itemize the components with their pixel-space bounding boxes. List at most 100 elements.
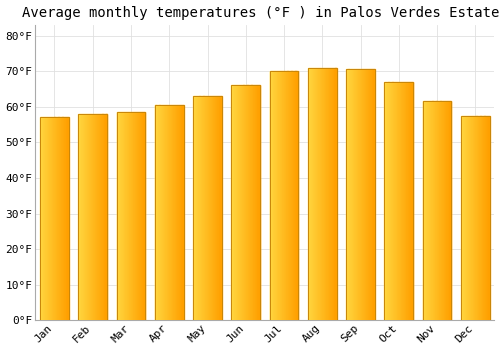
Bar bbox=[82, 114, 83, 320]
Bar bbox=[237, 85, 238, 320]
Bar bbox=[87, 114, 88, 320]
Bar bbox=[166, 105, 167, 320]
Bar bbox=[238, 85, 239, 320]
Bar bbox=[323, 68, 324, 320]
Bar bbox=[240, 85, 241, 320]
Bar bbox=[67, 117, 68, 320]
Bar bbox=[357, 69, 358, 320]
Bar bbox=[156, 105, 157, 320]
Bar bbox=[180, 105, 181, 320]
Bar bbox=[254, 85, 255, 320]
Bar bbox=[445, 102, 446, 320]
Bar bbox=[334, 68, 335, 320]
Bar bbox=[461, 116, 490, 320]
Bar bbox=[178, 105, 179, 320]
Bar bbox=[140, 112, 141, 320]
Bar bbox=[275, 71, 276, 320]
Bar bbox=[394, 82, 395, 320]
Bar bbox=[286, 71, 287, 320]
Bar bbox=[63, 117, 64, 320]
Bar bbox=[444, 102, 445, 320]
Bar bbox=[140, 112, 141, 320]
Bar bbox=[102, 114, 103, 320]
Bar bbox=[163, 105, 164, 320]
Bar bbox=[369, 69, 370, 320]
Bar bbox=[255, 85, 256, 320]
Bar bbox=[295, 71, 296, 320]
Bar bbox=[86, 114, 87, 320]
Bar bbox=[214, 96, 215, 320]
Bar bbox=[400, 82, 401, 320]
Bar bbox=[450, 102, 451, 320]
Bar bbox=[194, 96, 195, 320]
Bar bbox=[44, 117, 46, 320]
Bar bbox=[318, 68, 319, 320]
Bar bbox=[96, 114, 98, 320]
Bar bbox=[199, 96, 200, 320]
Bar bbox=[162, 105, 163, 320]
Bar bbox=[128, 112, 130, 320]
Bar bbox=[481, 116, 482, 320]
Bar bbox=[48, 117, 49, 320]
Bar bbox=[485, 116, 486, 320]
Bar bbox=[51, 117, 52, 320]
Bar bbox=[429, 102, 430, 320]
Bar bbox=[486, 116, 487, 320]
Bar bbox=[61, 117, 62, 320]
Bar bbox=[99, 114, 100, 320]
Bar bbox=[68, 117, 69, 320]
Bar bbox=[212, 96, 214, 320]
Bar bbox=[253, 85, 254, 320]
Bar bbox=[289, 71, 290, 320]
Bar bbox=[94, 114, 95, 320]
Bar bbox=[174, 105, 175, 320]
Bar bbox=[407, 82, 408, 320]
Bar bbox=[122, 112, 123, 320]
Bar bbox=[247, 85, 248, 320]
Bar bbox=[52, 117, 54, 320]
Bar bbox=[441, 102, 442, 320]
Bar bbox=[160, 105, 161, 320]
Bar bbox=[356, 69, 357, 320]
Bar bbox=[352, 69, 353, 320]
Bar bbox=[440, 102, 441, 320]
Bar bbox=[373, 69, 374, 320]
Bar bbox=[315, 68, 316, 320]
Bar bbox=[90, 114, 91, 320]
Bar bbox=[79, 114, 80, 320]
Bar bbox=[328, 68, 329, 320]
Bar bbox=[484, 116, 485, 320]
Bar bbox=[193, 96, 194, 320]
Bar bbox=[327, 68, 328, 320]
Bar bbox=[359, 69, 360, 320]
Bar bbox=[401, 82, 402, 320]
Bar bbox=[479, 116, 480, 320]
Bar bbox=[249, 85, 250, 320]
Bar bbox=[477, 116, 478, 320]
Bar bbox=[474, 116, 476, 320]
Bar bbox=[438, 102, 439, 320]
Bar bbox=[130, 112, 131, 320]
Bar bbox=[354, 69, 355, 320]
Bar bbox=[324, 68, 325, 320]
Bar bbox=[52, 117, 53, 320]
Bar bbox=[290, 71, 291, 320]
Bar bbox=[219, 96, 220, 320]
Bar bbox=[47, 117, 48, 320]
Bar bbox=[170, 105, 171, 320]
Bar bbox=[331, 68, 332, 320]
Bar bbox=[106, 114, 107, 320]
Bar bbox=[92, 114, 94, 320]
Bar bbox=[312, 68, 313, 320]
Bar bbox=[60, 117, 61, 320]
Bar bbox=[488, 116, 489, 320]
Bar bbox=[54, 117, 55, 320]
Bar bbox=[358, 69, 359, 320]
Bar bbox=[50, 117, 51, 320]
Bar bbox=[234, 85, 235, 320]
Bar bbox=[410, 82, 411, 320]
Bar bbox=[248, 85, 249, 320]
Bar bbox=[200, 96, 201, 320]
Bar bbox=[482, 116, 483, 320]
Bar bbox=[198, 96, 199, 320]
